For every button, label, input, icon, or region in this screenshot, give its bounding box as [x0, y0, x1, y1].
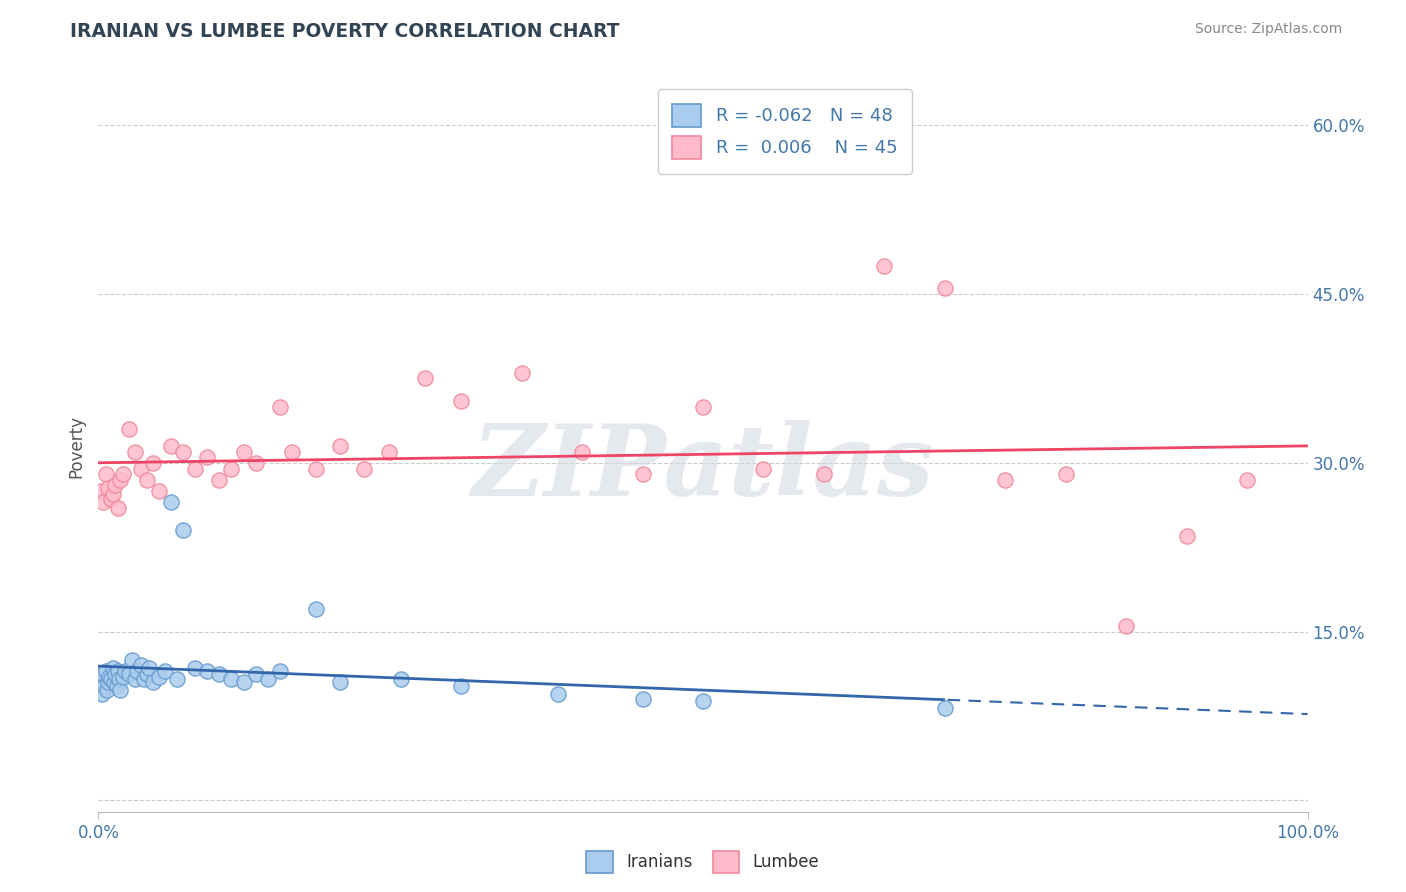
Point	[129, 461, 152, 475]
Point	[97, 481, 120, 495]
Point	[94, 467, 117, 482]
Point	[118, 667, 141, 681]
Point	[208, 473, 231, 487]
Point	[153, 664, 176, 678]
Point	[1115, 619, 1137, 633]
Point	[172, 444, 194, 458]
Point	[91, 667, 114, 681]
Point	[107, 664, 129, 678]
Text: IRANIAN VS LUMBEE POVERTY CORRELATION CHART: IRANIAN VS LUMBEE POVERTY CORRELATION CH…	[70, 22, 620, 41]
Point	[104, 478, 127, 492]
Point	[108, 672, 131, 686]
Point	[329, 675, 352, 690]
Point	[305, 461, 328, 475]
Point	[124, 672, 146, 686]
Point	[353, 461, 375, 475]
Legend: R = -0.062   N = 48, R =  0.006    N = 45: R = -0.062 N = 48, R = 0.006 N = 45	[658, 89, 911, 174]
Point	[138, 661, 160, 675]
Point	[148, 670, 170, 684]
Text: Source: ZipAtlas.com: Source: ZipAtlas.com	[1195, 22, 1343, 37]
Point	[160, 439, 183, 453]
Point	[90, 483, 112, 498]
Point	[377, 444, 399, 458]
Point	[103, 675, 125, 690]
Point	[135, 667, 157, 681]
Point	[994, 473, 1017, 487]
Point	[269, 400, 291, 414]
Point	[160, 495, 183, 509]
Point	[450, 679, 472, 693]
Point	[1175, 529, 1198, 543]
Point	[91, 495, 114, 509]
Point	[208, 667, 231, 681]
Point	[692, 694, 714, 708]
Point	[104, 667, 127, 681]
Point	[631, 467, 654, 482]
Point	[934, 701, 956, 715]
Point	[91, 687, 114, 701]
Point	[195, 664, 218, 678]
Point	[114, 664, 136, 678]
Point	[256, 672, 278, 686]
Point	[752, 461, 775, 475]
Point	[108, 473, 131, 487]
Point	[97, 675, 120, 690]
Point	[111, 670, 134, 684]
Point	[101, 661, 124, 675]
Point	[221, 672, 243, 686]
Point	[94, 664, 117, 678]
Point	[245, 456, 267, 470]
Point	[148, 483, 170, 498]
Point	[232, 444, 254, 458]
Point	[329, 439, 352, 453]
Point	[934, 281, 956, 295]
Point	[142, 456, 165, 470]
Point	[166, 672, 188, 686]
Point	[1054, 467, 1077, 482]
Point	[450, 394, 472, 409]
Legend: Iranians, Lumbee: Iranians, Lumbee	[579, 845, 827, 880]
Point	[571, 444, 593, 458]
Point	[692, 400, 714, 414]
Point	[142, 675, 165, 690]
Point	[101, 487, 124, 501]
Point	[108, 683, 131, 698]
Point	[389, 672, 412, 686]
Point	[121, 653, 143, 667]
Point	[93, 679, 115, 693]
Point	[96, 683, 118, 698]
Point	[195, 450, 218, 465]
Point	[135, 473, 157, 487]
Point	[1236, 473, 1258, 487]
Point	[245, 667, 267, 681]
Point	[105, 679, 128, 693]
Point	[221, 461, 243, 475]
Point	[172, 524, 194, 538]
Point	[100, 672, 122, 686]
Point	[111, 467, 134, 482]
Point	[547, 687, 569, 701]
Point	[510, 366, 533, 380]
Point	[100, 491, 122, 506]
Point	[184, 461, 207, 475]
Point	[107, 500, 129, 515]
Point	[118, 422, 141, 436]
Point	[184, 661, 207, 675]
Text: ZIPatlas: ZIPatlas	[472, 420, 934, 516]
Point	[90, 672, 112, 686]
Point	[305, 602, 328, 616]
Point	[129, 658, 152, 673]
Y-axis label: Poverty: Poverty	[67, 415, 86, 477]
Point	[873, 259, 896, 273]
Point	[631, 692, 654, 706]
Point	[134, 672, 156, 686]
Point	[232, 675, 254, 690]
Point	[281, 444, 304, 458]
Point	[124, 444, 146, 458]
Point	[413, 371, 436, 385]
Point	[813, 467, 835, 482]
Point	[269, 664, 291, 678]
Point	[127, 664, 149, 678]
Point	[98, 670, 121, 684]
